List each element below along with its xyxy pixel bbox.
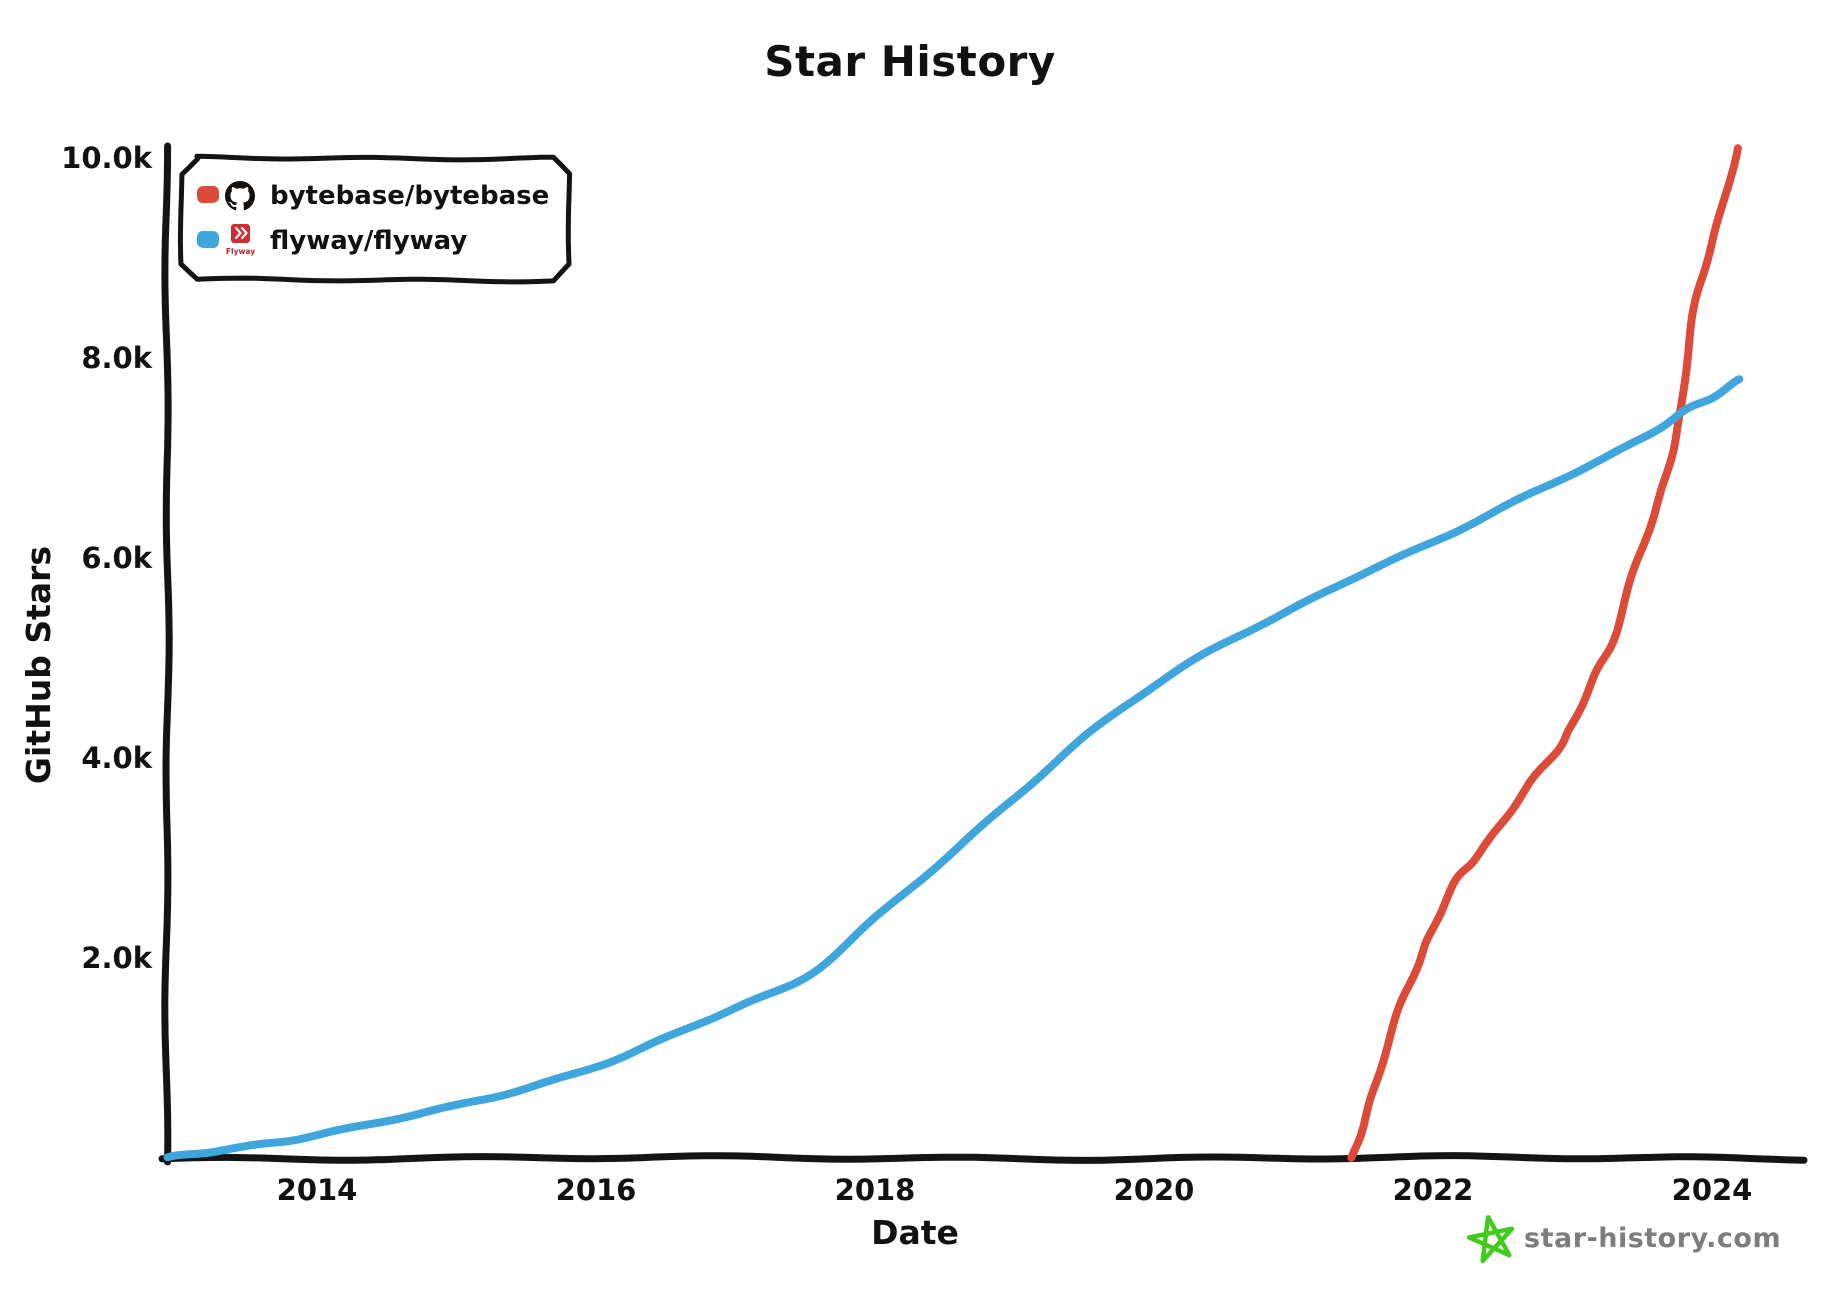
y-tick-label-10.0k: 10.0k	[61, 141, 153, 175]
series-line-flyway-flyway	[163, 375, 1744, 1162]
x-tick-label-2024: 2024	[1672, 1173, 1753, 1207]
x-tick-label-2014: 2014	[277, 1173, 358, 1207]
x-axis-line	[158, 1152, 1808, 1164]
watermark-text: star-history.com	[1524, 1223, 1781, 1254]
legend-label-flyway: flyway/flyway	[270, 226, 467, 256]
flyway-logo-word: Flyway	[226, 247, 255, 256]
y-axis-tick-labels: 2.0k 4.0k 6.0k 8.0k 10.0k	[61, 141, 153, 975]
bytebase-series-swatch	[196, 185, 220, 204]
x-axis-title: Date	[871, 1213, 959, 1252]
flyway-series-swatch	[196, 230, 220, 249]
chart-title: Star History	[764, 37, 1056, 86]
legend-label-bytebase: bytebase/bytebase	[270, 181, 549, 211]
legend-box	[177, 153, 573, 285]
y-tick-label-6.0k: 6.0k	[81, 541, 152, 575]
x-tick-label-2020: 2020	[1114, 1173, 1195, 1207]
legend-item-flyway: Flyway flyway/flyway	[196, 224, 467, 256]
y-tick-label-4.0k: 4.0k	[81, 741, 152, 775]
x-tick-label-2016: 2016	[556, 1173, 637, 1207]
star-icon	[1466, 1215, 1515, 1264]
x-tick-label-2022: 2022	[1393, 1173, 1474, 1207]
github-octocat-icon	[225, 181, 255, 211]
y-tick-label-2.0k: 2.0k	[81, 941, 152, 975]
x-axis-tick-labels: 2014 2016 2018 2020 2022 2024	[277, 1173, 1753, 1207]
series-line-bytebase-bytebase	[1347, 144, 1742, 1162]
legend: bytebase/bytebase Flyway flyway/flyway	[177, 153, 573, 285]
x-tick-label-2018: 2018	[835, 1173, 916, 1207]
y-tick-label-8.0k: 8.0k	[81, 341, 152, 375]
legend-item-bytebase: bytebase/bytebase	[196, 181, 549, 211]
y-axis-line	[161, 142, 173, 1166]
y-axis-title: GitHub Stars	[19, 546, 58, 784]
watermark: star-history.com	[1466, 1215, 1781, 1264]
flyway-logo-icon: Flyway	[226, 224, 255, 256]
series-lines	[163, 144, 1744, 1162]
